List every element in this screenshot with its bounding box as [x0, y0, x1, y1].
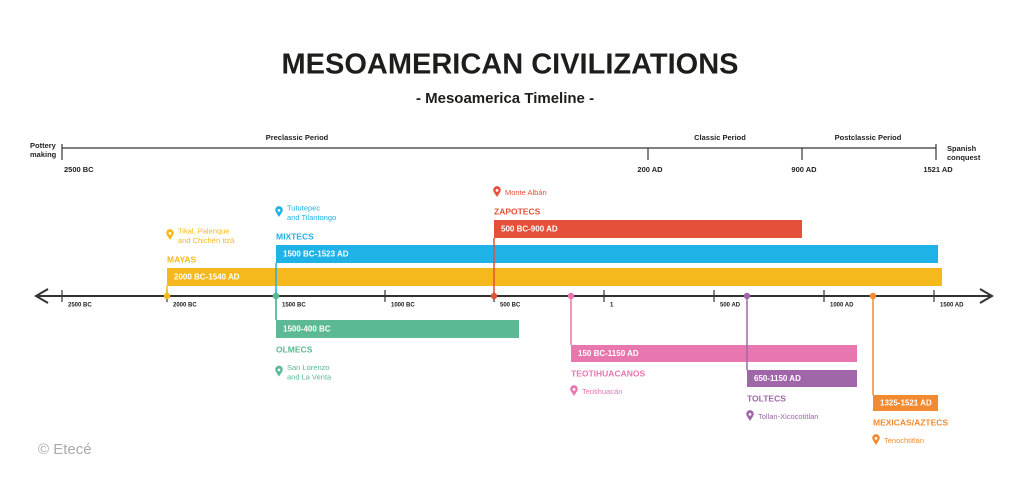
axis-tick-label: 1500 AD [940, 303, 964, 309]
civ-name: MEXICAS/AZTECS [873, 417, 948, 427]
pin-icon [275, 206, 283, 217]
range-label: 2000 BC-1540 AD [174, 273, 240, 282]
subtitle: - Mesoamerica Timeline - [416, 90, 594, 107]
axis-tick-label: 500 AD [720, 303, 741, 309]
range-label: 1500-400 BC [283, 325, 331, 334]
place-label: Tenochtitlán [884, 436, 924, 445]
place-label: San Lorenzo [287, 363, 330, 372]
civ-name: TOLTECS [747, 393, 786, 403]
place-label: Tollan-Xicocotitlan [758, 412, 818, 421]
place-label: Tututepec [287, 203, 320, 212]
period-note: Pottery [30, 141, 57, 150]
period-bar [276, 245, 938, 263]
range-label: 650-1150 AD [754, 374, 801, 383]
period-bar [571, 345, 857, 362]
period-bar [494, 220, 802, 238]
period-date: 900 AD [791, 165, 817, 174]
axis-tick-label: 1000 AD [830, 303, 854, 309]
civ-name: OLMECS [276, 344, 313, 354]
civ-name: MAYAS [167, 254, 196, 264]
civ-name: MIXTECS [276, 231, 314, 241]
axis-dot [163, 292, 171, 300]
place-label: and Chichén Itzá [178, 236, 235, 245]
pin-icon [746, 410, 754, 421]
axis-dot [272, 292, 280, 300]
axis-tick-label: 1 [610, 303, 614, 309]
main-axis [34, 288, 994, 304]
period-name: Preclassic Period [266, 133, 329, 142]
civ-name: TEOTIHUACANOS [571, 368, 645, 378]
period-bar [873, 395, 938, 411]
axis-tick-label: 2000 BC [173, 303, 197, 309]
range-label: 1500 BC-1523 AD [283, 250, 349, 259]
title: MESOAMERICAN CIVILIZATIONS [281, 49, 738, 81]
period-bar [276, 320, 519, 338]
axis-dot [490, 292, 498, 300]
axis-tick-label: 500 BC [500, 303, 521, 309]
range-label: 1325-1521 AD [880, 399, 932, 408]
place-label: Tikal, Palenque [178, 226, 229, 235]
axis-dot [869, 292, 877, 300]
place-label: and Tilantongo [287, 213, 336, 222]
period-date: 2500 BC [64, 165, 94, 174]
range-label: 150 BC-1150 AD [578, 349, 639, 358]
range-label: 500 BC-900 AD [501, 225, 558, 234]
pin-icon [166, 229, 174, 240]
period-date: 1521 AD [923, 165, 953, 174]
civ-name: ZAPOTECS [494, 206, 541, 216]
period-bar [167, 268, 942, 286]
axis-dot [567, 292, 575, 300]
period-date: 200 AD [637, 165, 663, 174]
period-bar [747, 370, 857, 387]
place-label: Teotihuacán [582, 387, 622, 396]
period-bar [61, 144, 937, 160]
period-name: Classic Period [694, 133, 746, 142]
pin-icon [275, 365, 283, 377]
period-note: conquest [947, 153, 981, 162]
period-name: Postclassic Period [835, 133, 902, 142]
pin-icon [872, 434, 880, 445]
credit: © Etecé [38, 441, 92, 458]
axis-tick-label: 1500 BC [282, 303, 306, 309]
period-note: Spanish [947, 144, 977, 153]
axis-dot [743, 292, 751, 300]
pin-icon [493, 186, 501, 197]
period-note: making [30, 150, 57, 159]
place-label: and La Venta [287, 372, 332, 381]
place-label: Monte Albán [505, 188, 547, 197]
pin-icon [570, 385, 578, 396]
axis-tick-label: 2500 BC [68, 303, 92, 309]
axis-tick-label: 1000 BC [391, 303, 415, 309]
